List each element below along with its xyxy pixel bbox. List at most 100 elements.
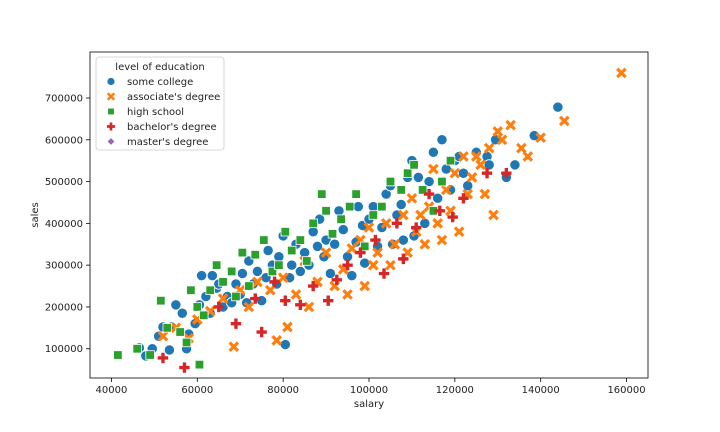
data-point-bachelor-s-degree — [269, 276, 280, 288]
data-point-bachelor-s-degree — [391, 218, 403, 229]
data-point-associate-s-degree — [432, 218, 444, 229]
data-point-associate-s-degree — [320, 247, 332, 258]
data-point-some-college — [423, 175, 435, 188]
data-point-bachelor-s-degree — [295, 299, 306, 311]
data-point-high-school — [267, 266, 278, 277]
data-point-high-school — [181, 337, 192, 348]
data-point-associate-s-degree — [428, 163, 439, 175]
data-point-associate-s-degree — [558, 115, 570, 127]
data-point-associate-s-degree — [466, 172, 478, 183]
legend-label-associate-s-degree: associate's degree — [127, 92, 220, 103]
data-point-high-school — [199, 310, 209, 321]
legend-label-some-college: some college — [127, 77, 193, 88]
data-point-associate-s-degree — [415, 209, 426, 221]
data-point-high-school — [295, 235, 306, 245]
x-tick-label: 80000 — [267, 385, 299, 396]
data-point-high-school — [360, 241, 370, 252]
data-point-some-college — [397, 234, 409, 246]
data-point-some-college — [436, 134, 448, 146]
data-point-associate-s-degree — [483, 142, 495, 154]
data-point-some-college — [359, 257, 371, 269]
data-point-associate-s-degree — [157, 330, 169, 342]
data-point-high-school — [302, 256, 312, 266]
data-point-high-school — [237, 247, 248, 258]
data-point-associate-s-degree — [496, 134, 508, 146]
data-point-high-school — [175, 327, 185, 337]
data-point-high-school — [280, 227, 291, 237]
data-point-bachelor-s-degree — [308, 280, 319, 292]
data-point-associate-s-degree — [475, 159, 486, 171]
y-tick-label: 200000 — [45, 302, 83, 313]
data-point-associate-s-degree — [217, 293, 229, 304]
data-point-some-college — [440, 163, 452, 175]
data-point-some-college — [307, 226, 319, 238]
data-point-high-school — [218, 277, 228, 287]
data-point-high-school — [336, 214, 346, 224]
y-tick-label: 100000 — [45, 344, 83, 355]
data-point-associate-s-degree — [436, 234, 448, 246]
data-point-associate-s-degree — [359, 280, 371, 292]
data-point-high-school — [327, 229, 338, 239]
data-point-some-college — [294, 265, 306, 278]
data-point-high-school — [192, 302, 203, 312]
data-point-associate-s-degree — [380, 218, 392, 229]
data-point-associate-s-degree — [449, 167, 461, 179]
data-point-bachelor-s-degree — [398, 253, 409, 265]
axes-layer: 40000 60000 80000 100000 120000 140000 160000 1… — [45, 93, 646, 396]
y-tick-label: 400000 — [45, 219, 83, 230]
data-point-high-school — [186, 285, 196, 295]
data-point-some-college — [346, 269, 358, 282]
data-point-some-college — [432, 192, 444, 204]
data-point-associate-s-degree — [516, 142, 527, 154]
data-point-high-school — [250, 250, 260, 260]
data-point-some-college — [176, 307, 188, 319]
data-point-associate-s-degree — [453, 226, 465, 238]
data-point-associate-s-degree — [406, 192, 418, 204]
y-tick-label: 300000 — [45, 261, 83, 272]
data-point-high-school — [274, 260, 284, 270]
data-point-some-college — [324, 267, 337, 280]
data-point-high-school — [368, 210, 378, 220]
data-point-high-school — [226, 266, 237, 277]
data-point-associate-s-degree — [470, 151, 482, 162]
data-point-some-college — [552, 101, 564, 113]
data-point-associate-s-degree — [522, 151, 534, 162]
x-tick-label: 120000 — [436, 385, 474, 396]
data-point-bachelor-s-degree — [323, 295, 334, 306]
data-point-associate-s-degree — [385, 259, 396, 271]
data-point-high-school — [287, 245, 297, 256]
data-point-high-school — [385, 176, 396, 187]
data-point-some-college — [367, 200, 379, 213]
data-point-associate-s-degree — [228, 341, 240, 352]
data-point-associate-s-degree — [616, 67, 627, 79]
data-point-high-school — [244, 281, 254, 291]
data-point-bachelor-s-degree — [423, 188, 435, 200]
data-point-bachelor-s-degree — [331, 274, 343, 285]
data-point-associate-s-degree — [492, 126, 504, 137]
data-point-associate-s-degree — [243, 301, 255, 313]
points-layer — [113, 67, 627, 373]
data-point-associate-s-degree — [290, 289, 302, 300]
data-point-some-college — [311, 240, 324, 252]
x-tick-label: 40000 — [96, 385, 128, 396]
data-point-bachelor-s-degree — [179, 362, 190, 373]
data-point-high-school — [308, 218, 318, 229]
data-point-associate-s-degree — [303, 301, 315, 313]
data-point-associate-s-degree — [372, 247, 383, 258]
data-point-high-school — [377, 201, 387, 212]
data-point-some-college — [333, 205, 345, 217]
data-point-associate-s-degree — [277, 272, 289, 284]
data-point-high-school — [205, 285, 215, 295]
plot-frame — [89, 51, 649, 379]
data-point-high-school — [351, 189, 361, 199]
data-point-bachelor-s-degree — [280, 295, 291, 306]
data-point-associate-s-degree — [440, 184, 452, 196]
data-point-high-school — [402, 168, 413, 178]
data-point-some-college — [427, 146, 440, 158]
data-point-bachelor-s-degree — [256, 326, 267, 338]
legend-marker-bachelor-s-degree — [106, 122, 116, 131]
data-point-some-college — [329, 238, 341, 250]
legend: level of education some college associate'… — [95, 56, 225, 151]
data-point-associate-s-degree — [346, 243, 358, 254]
x-axis-label: salary — [354, 399, 384, 410]
